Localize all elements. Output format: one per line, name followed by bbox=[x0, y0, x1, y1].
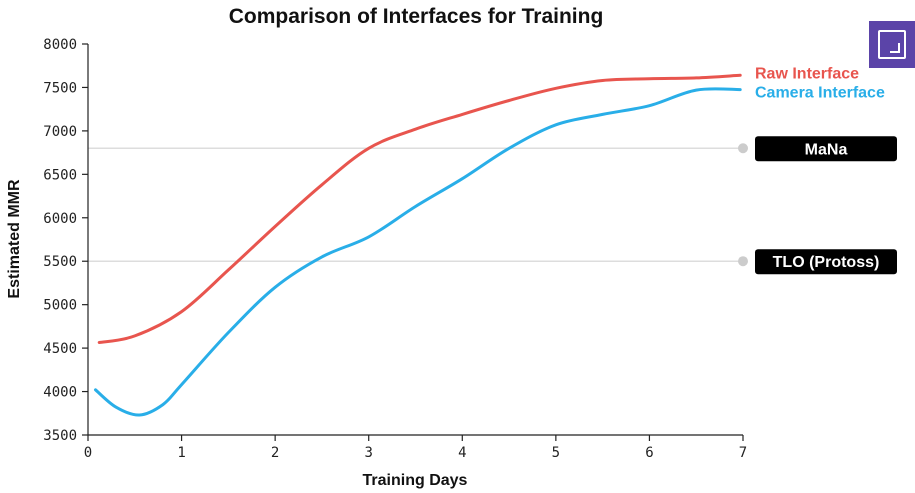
y-tick-label: 5000 bbox=[43, 298, 77, 314]
reference-line-marker bbox=[738, 256, 748, 267]
legend-label: Camera Interface bbox=[755, 85, 885, 102]
reference-label-box bbox=[755, 249, 897, 275]
y-tick-label: 5500 bbox=[43, 254, 77, 270]
y-tick-label: 4500 bbox=[43, 341, 77, 357]
series-layer bbox=[94, 73, 742, 417]
y-tick-label: 7000 bbox=[43, 124, 77, 140]
x-axis-label: Training Days bbox=[363, 472, 468, 489]
x-tick-label: 5 bbox=[552, 445, 560, 461]
series-line-camera-interface bbox=[94, 87, 742, 417]
chart-title: Comparison of Interfaces for Training bbox=[229, 5, 604, 28]
x-tick-label: 1 bbox=[177, 445, 185, 461]
reference-line-layer bbox=[88, 143, 748, 267]
y-tick-label: 7500 bbox=[43, 80, 77, 96]
reference-label: MaNa bbox=[805, 141, 848, 158]
x-tick-label: 6 bbox=[645, 445, 653, 461]
reference-label-box bbox=[755, 136, 897, 162]
reference-labels: MaNa TLO (Protoss) bbox=[755, 136, 897, 275]
legend: Raw Interface Camera Interface bbox=[755, 65, 885, 101]
axes bbox=[87, 44, 743, 436]
x-tick-label: 7 bbox=[739, 445, 747, 461]
tick-layer: 3500 4000 4500 5000 5500 6000 6500 7000 7500 8000… bbox=[43, 37, 747, 461]
y-axis-label: Estimated MMR bbox=[6, 179, 23, 299]
x-tick-label: 4 bbox=[458, 445, 466, 461]
reference-line-marker bbox=[738, 143, 748, 154]
x-tick-label: 3 bbox=[364, 445, 372, 461]
y-tick-label: 6000 bbox=[43, 211, 77, 227]
reference-label: TLO (Protoss) bbox=[773, 254, 880, 271]
series-line-raw-interface bbox=[97, 73, 742, 344]
x-tick-label: 2 bbox=[271, 445, 279, 461]
y-tick-label: 6500 bbox=[43, 167, 77, 183]
fullscreen-button[interactable] bbox=[869, 21, 915, 68]
y-tick-label: 8000 bbox=[43, 37, 77, 53]
y-tick-label: 4000 bbox=[43, 385, 77, 401]
legend-label: Raw Interface bbox=[755, 65, 859, 82]
fullscreen-icon bbox=[878, 30, 906, 59]
x-tick-label: 0 bbox=[84, 445, 92, 461]
y-tick-label: 3500 bbox=[43, 428, 77, 444]
